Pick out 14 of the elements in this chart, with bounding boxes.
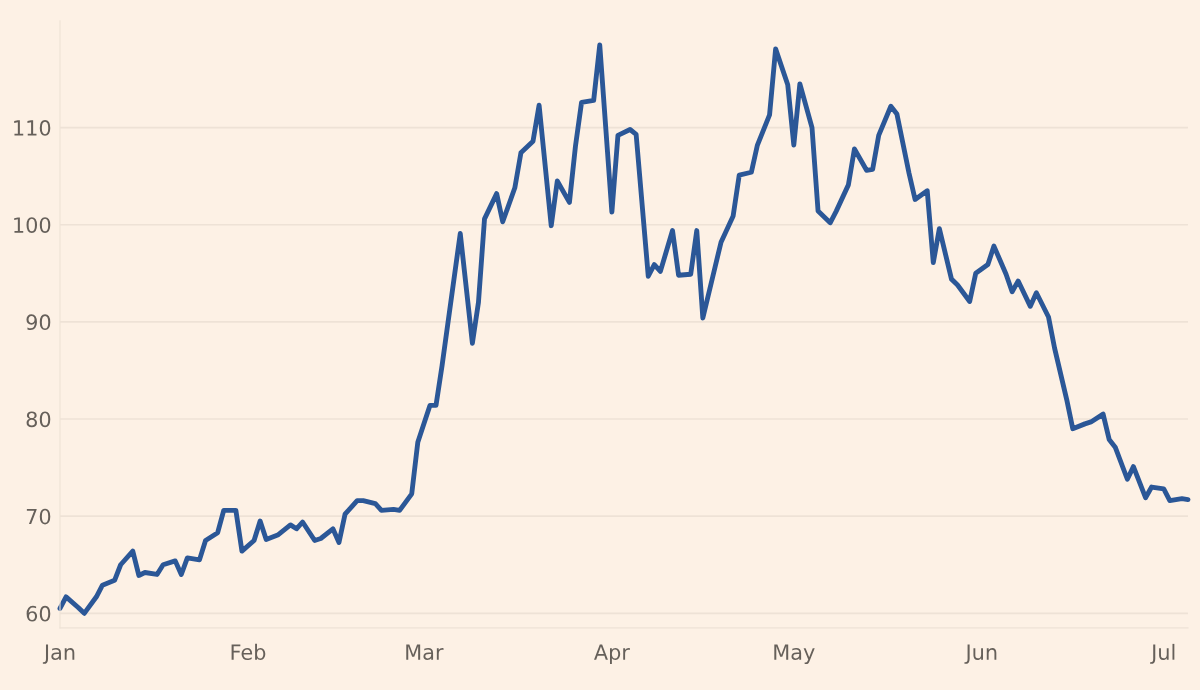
- x-tick-label: Mar: [406, 644, 444, 660]
- y-tick-label: 110: [14, 120, 51, 136]
- y-tick-label: 70: [26, 508, 51, 525]
- x-tick-label: Feb: [231, 643, 266, 660]
- x-tick-label: Jul: [1150, 643, 1175, 664]
- y-tick-label: 60: [26, 605, 51, 622]
- y-tick-label: 90: [26, 314, 51, 331]
- y-tick-label: 100: [14, 217, 51, 233]
- x-tick-label: Apr: [594, 644, 630, 665]
- x-tick-label: Jan: [42, 644, 75, 664]
- y-tick-label: 80: [26, 411, 51, 428]
- line-series: [57, 42, 1191, 616]
- x-tick-label: May: [774, 644, 815, 665]
- x-tick-label: Jun: [964, 644, 997, 664]
